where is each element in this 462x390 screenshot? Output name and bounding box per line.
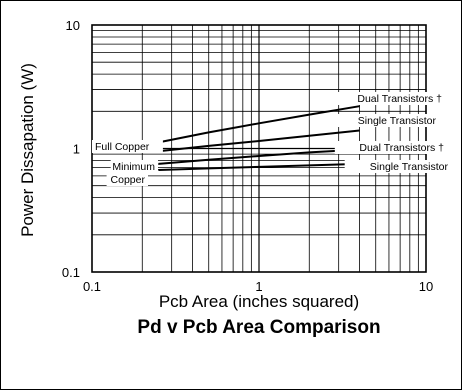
series-line-minimum-copper-dual xyxy=(158,148,360,165)
y-axis-label: Power Dissapation (W) xyxy=(18,63,37,237)
x-tick-label: 10 xyxy=(419,279,433,294)
series-line-full-copper-dual xyxy=(158,105,360,144)
series-line-full-copper-single xyxy=(158,129,360,153)
curves xyxy=(158,105,360,171)
annotation-copper-bg xyxy=(106,173,148,186)
x-axis-label: Pcb Area (inches squared) xyxy=(159,292,359,311)
annotation-single-transistor-1: Single Transistor xyxy=(358,115,437,127)
x-tick-label: 1 xyxy=(255,279,262,294)
annotation-single-transistor-2: Single Transistor xyxy=(370,161,449,173)
annotation-dual-transistors-2: Dual Transistors † xyxy=(359,142,444,154)
annotation-dual-transistors-2-bg xyxy=(334,141,447,154)
x-tick-label: 0.1 xyxy=(83,279,101,294)
series-line-minimum-copper-single xyxy=(158,162,360,171)
annotation-single-transistor-1-bg xyxy=(332,114,439,127)
annotation-full-copper-bg xyxy=(92,140,163,153)
annotation-dual-transistors-1: Dual Transistors † xyxy=(357,93,442,105)
annotation-minimum: Minimum xyxy=(112,161,155,173)
annotation-copper: Copper xyxy=(111,174,146,186)
annotation-minimum-bg xyxy=(110,160,158,173)
y-tick-label: 1 xyxy=(73,142,80,157)
annotation-dual-transistors-1-bg xyxy=(332,92,445,105)
y-tick-label: 0.1 xyxy=(62,265,80,280)
tick-labels: 0.1 1 10 0.1 1 10 xyxy=(62,18,433,294)
annotation-single-transistor-2-bg xyxy=(344,160,451,173)
y-tick-label: 10 xyxy=(66,18,80,33)
annotation-full-copper: Full Copper xyxy=(95,141,150,153)
chart-title: Pd v Pcb Area Comparison xyxy=(137,317,380,338)
